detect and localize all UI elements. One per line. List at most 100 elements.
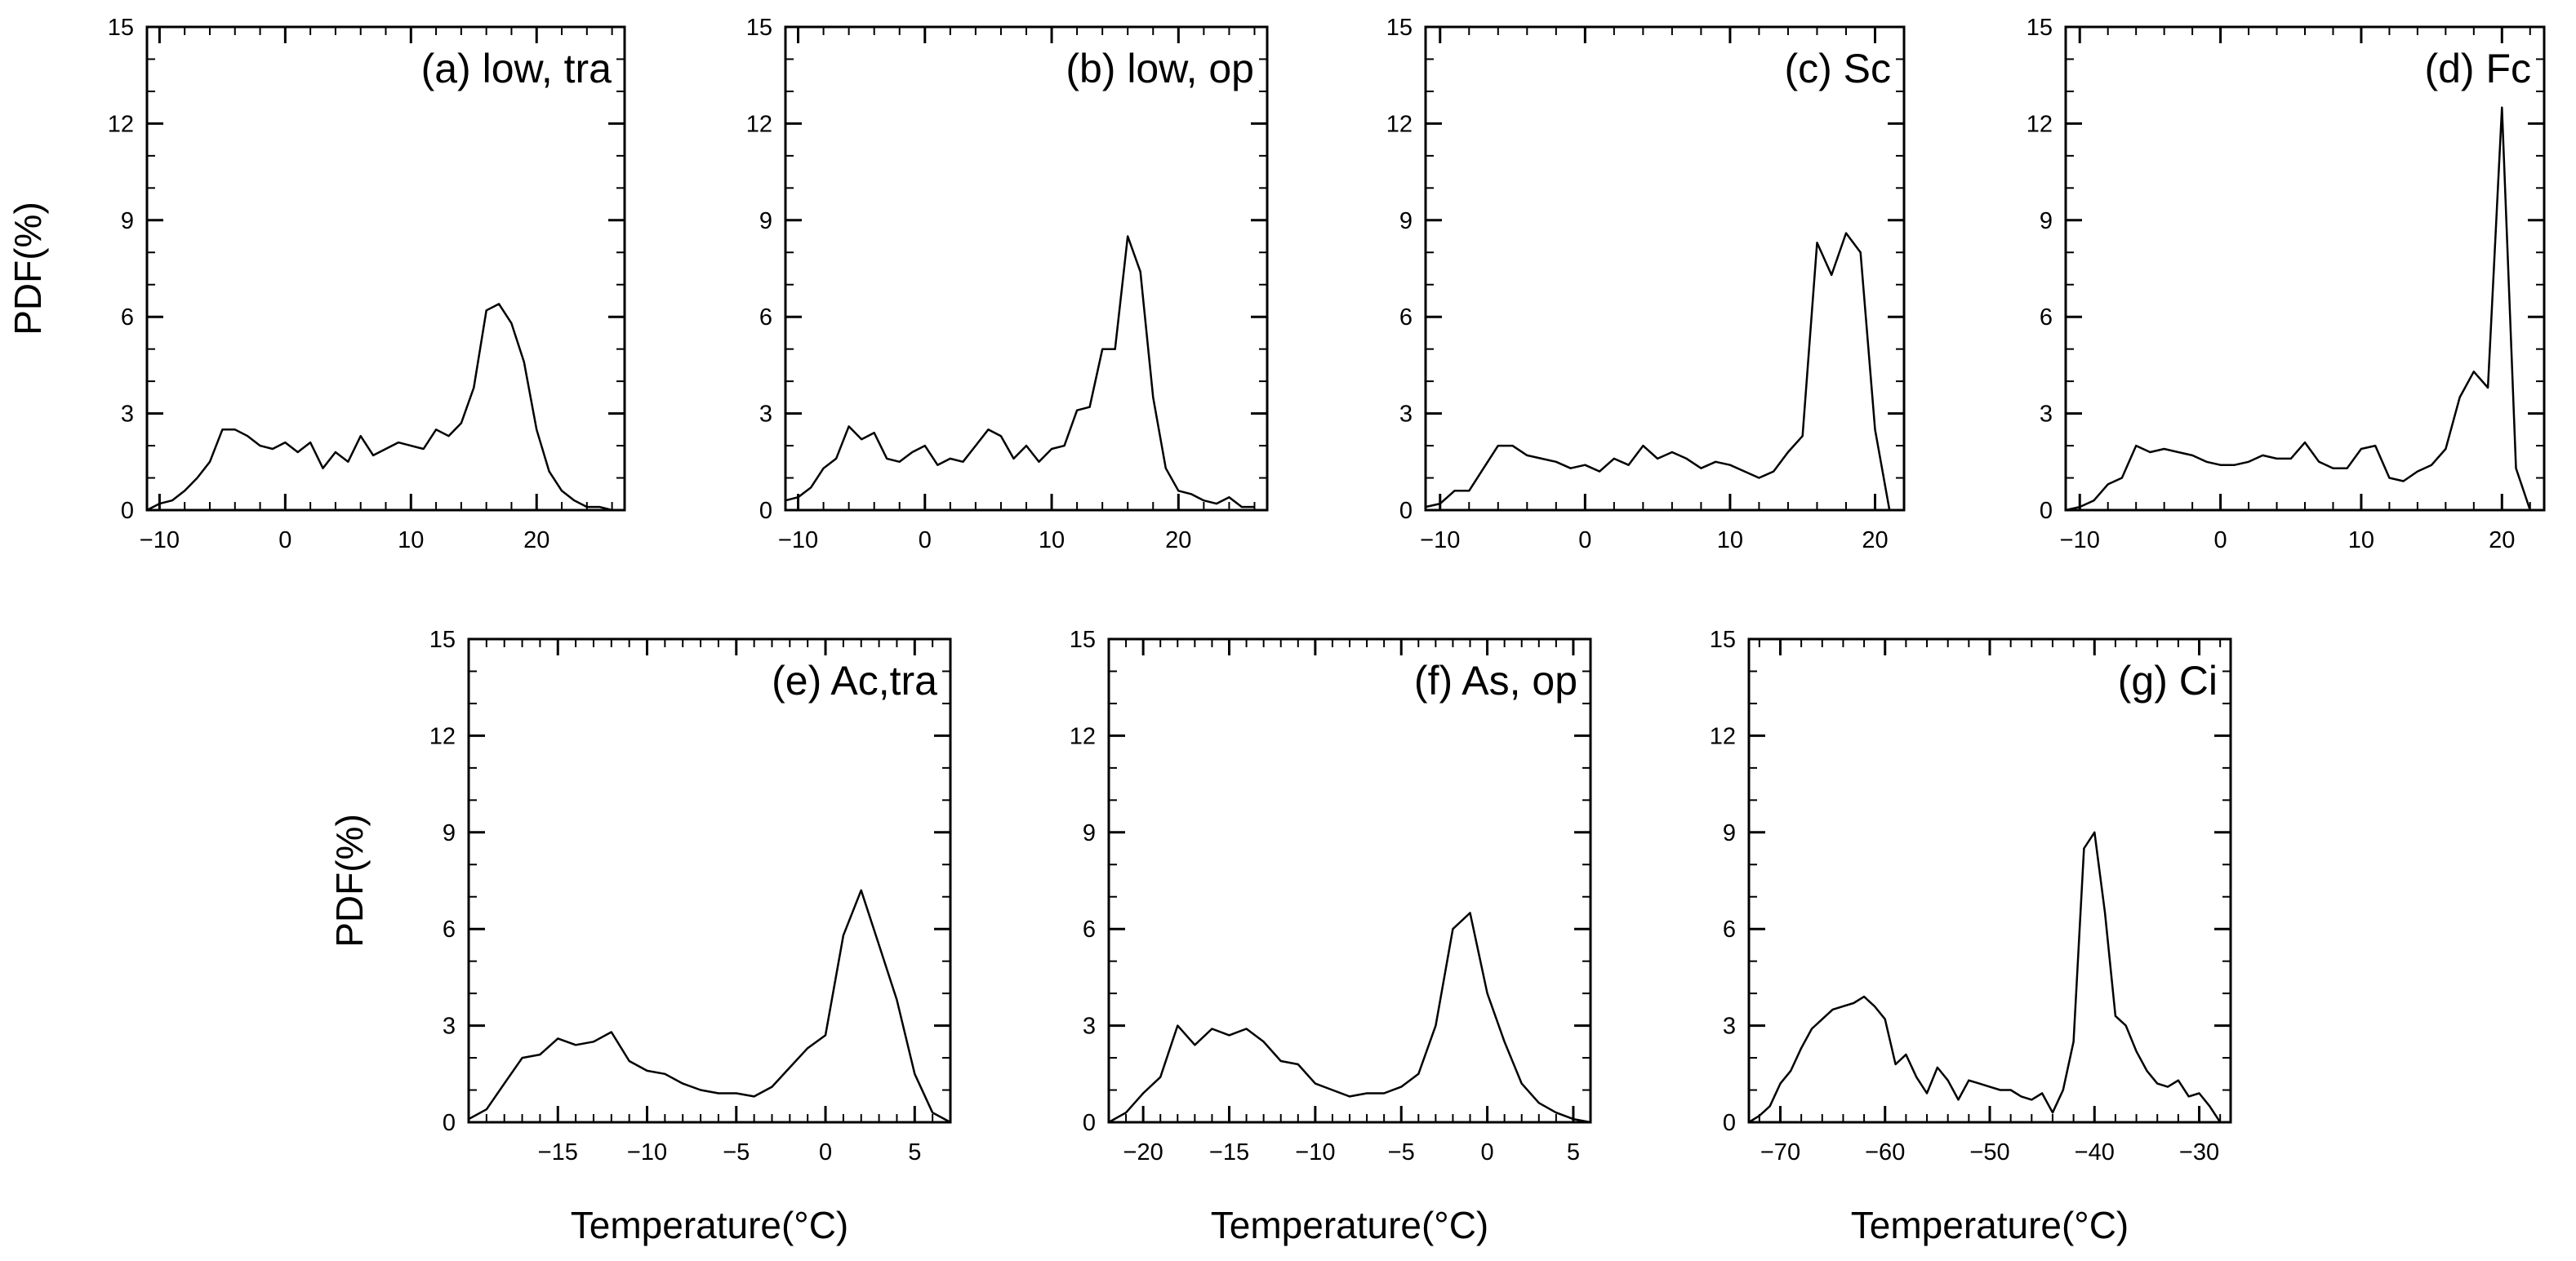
y-tick-label: 15 <box>108 15 134 41</box>
y-tick-label: 6 <box>759 304 772 331</box>
plot-frame <box>784 25 1269 512</box>
x-axis-title: Temperature(°C) <box>1851 1204 2129 1246</box>
panel-5: 0 3 6 9 12 15 −20 −15 −10 −5 0 5 (f) As, op Temperatu… <box>1070 627 1592 1246</box>
x-tick-label: −10 <box>1420 527 1460 553</box>
y-axis-title: PDF(%) <box>328 814 371 948</box>
y-tick-label: 12 <box>746 111 772 137</box>
x-tick-label: −5 <box>723 1139 750 1166</box>
x-tick-label: 10 <box>1717 527 1743 553</box>
y-tick-label: 15 <box>1070 627 1096 653</box>
x-tick-label: −60 <box>1865 1139 1905 1166</box>
y-tick-label: 6 <box>443 917 456 943</box>
x-tick-label: 20 <box>2489 527 2515 553</box>
y-tick-label: 12 <box>1710 723 1736 749</box>
y-tick-label: 6 <box>1723 917 1736 943</box>
plot-frame <box>1107 637 1592 1124</box>
panel-4: 0 3 6 9 12 15 −15 −10 −5 0 5 (e) Ac,tra PDF(%) Temper… <box>328 627 952 1246</box>
y-tick-label: 12 <box>429 723 456 749</box>
x-axis-title: Temperature(°C) <box>1211 1204 1489 1246</box>
x-tick-label: 10 <box>1039 527 1065 553</box>
y-tick-label: 9 <box>443 820 456 846</box>
y-tick-label: 0 <box>1723 1110 1736 1136</box>
pdf-series-line <box>1425 232 1891 511</box>
x-tick-label: 0 <box>1578 527 1591 553</box>
pdf-series-line <box>146 303 612 512</box>
y-tick-label: 15 <box>2027 15 2053 41</box>
y-tick-label: 12 <box>1070 723 1096 749</box>
panel-label: (e) Ac,tra <box>772 658 937 704</box>
x-tick-label: 20 <box>1862 527 1888 553</box>
y-tick-label: 3 <box>443 1014 456 1040</box>
x-tick-label: 0 <box>819 1139 832 1166</box>
panel-6: 0 3 6 9 12 15 −70 −60 −50 −40 −30 (g) Ci Temperature… <box>1710 627 2232 1246</box>
y-tick-label: 3 <box>1723 1014 1736 1040</box>
y-tick-label: 0 <box>121 498 134 524</box>
x-tick-label: −10 <box>140 527 180 553</box>
y-tick-label: 9 <box>1083 820 1096 846</box>
y-tick-label: 9 <box>121 208 134 234</box>
x-tick-label: 5 <box>1567 1139 1580 1166</box>
y-tick-label: 9 <box>1399 208 1413 234</box>
pdf-series-line <box>1748 831 2222 1124</box>
x-tick-label: −15 <box>1209 1139 1249 1166</box>
y-tick-label: 15 <box>1710 627 1736 653</box>
x-tick-label: 0 <box>278 527 291 553</box>
y-tick-label: 3 <box>121 402 134 428</box>
x-tick-label: −5 <box>1388 1139 1415 1166</box>
x-tick-label: −15 <box>538 1139 578 1166</box>
pdf-series-line <box>468 889 951 1124</box>
x-tick-label: −10 <box>778 527 818 553</box>
y-tick-label: 3 <box>1083 1014 1096 1040</box>
x-tick-label: −10 <box>627 1139 667 1166</box>
x-tick-label: 0 <box>919 527 932 553</box>
plot-frame <box>1424 25 1906 512</box>
x-tick-label: 0 <box>1481 1139 1494 1166</box>
x-tick-label: −10 <box>2060 527 2100 553</box>
pdf-series-line <box>1108 912 1591 1124</box>
panel-label: (d) Fc <box>2424 46 2531 91</box>
x-tick-label: 20 <box>1165 527 1191 553</box>
y-tick-label: 3 <box>1399 402 1413 428</box>
x-tick-label: −40 <box>2075 1139 2115 1166</box>
x-tick-label: −30 <box>2179 1139 2219 1166</box>
y-tick-label: 9 <box>2040 208 2053 234</box>
panel-label: (a) low, tra <box>421 46 612 91</box>
y-tick-label: 0 <box>443 1110 456 1136</box>
y-tick-label: 6 <box>1083 917 1096 943</box>
y-tick-label: 12 <box>1386 111 1413 137</box>
pdf-series-line <box>785 235 1255 508</box>
x-tick-label: 10 <box>398 527 424 553</box>
y-tick-label: 15 <box>429 627 456 653</box>
y-tick-label: 9 <box>1723 820 1736 846</box>
x-tick-label: −50 <box>1969 1139 2009 1166</box>
pdf-series-line <box>2065 106 2531 512</box>
panel-label: (c) Sc <box>1784 46 1891 91</box>
y-tick-label: 3 <box>2040 402 2053 428</box>
x-tick-label: −20 <box>1123 1139 1163 1166</box>
x-tick-label: −70 <box>1760 1139 1800 1166</box>
y-tick-label: 6 <box>121 304 134 331</box>
x-tick-label: −10 <box>1295 1139 1335 1166</box>
panel-label: (g) Ci <box>2118 658 2218 704</box>
y-tick-label: 0 <box>759 498 772 524</box>
y-tick-label: 0 <box>2040 498 2053 524</box>
y-tick-label: 0 <box>1083 1110 1096 1136</box>
x-tick-label: 5 <box>908 1139 921 1166</box>
y-tick-label: 6 <box>1399 304 1413 331</box>
x-tick-label: 0 <box>2214 527 2227 553</box>
y-axis-title: PDF(%) <box>7 202 49 335</box>
y-tick-label: 12 <box>108 111 134 137</box>
y-tick-label: 15 <box>1386 15 1413 41</box>
panel-3: 0 3 6 9 12 15 −10 0 10 20 (d) Fc <box>2027 15 2546 553</box>
panel-label: (b) low, op <box>1066 46 1254 91</box>
panel-2: 0 3 6 9 12 15 −10 0 10 20 (c) Sc <box>1386 15 1906 553</box>
y-tick-label: 15 <box>746 15 772 41</box>
panel-label: (f) As, op <box>1414 658 1577 704</box>
y-tick-label: 6 <box>2040 304 2053 331</box>
y-tick-label: 9 <box>759 208 772 234</box>
plot-frame <box>1747 637 2232 1124</box>
y-tick-label: 3 <box>759 402 772 428</box>
y-tick-label: 12 <box>2027 111 2053 137</box>
